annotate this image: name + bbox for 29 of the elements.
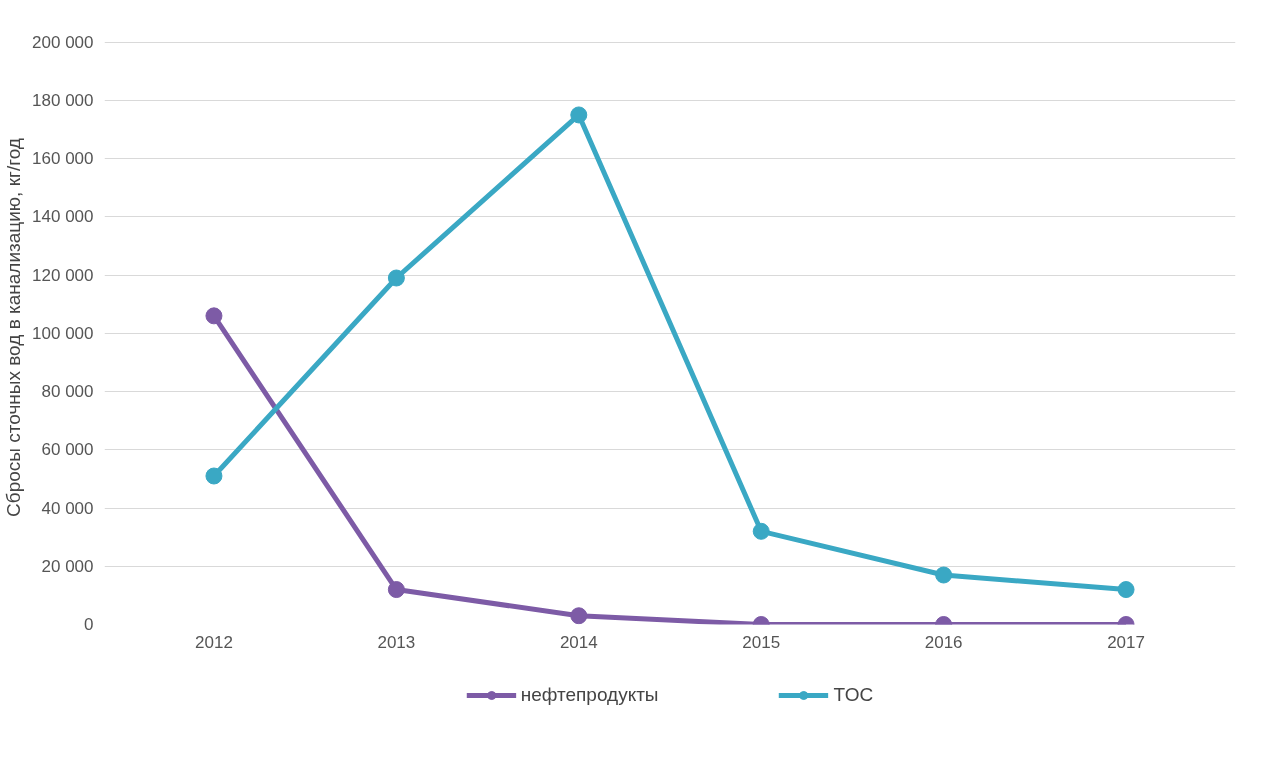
- y-tick-label: 200 000: [32, 32, 94, 52]
- point: [570, 106, 588, 124]
- x-tick-label: 2013: [377, 632, 416, 652]
- point: [387, 269, 405, 287]
- y-tick-label: 100 000: [32, 323, 94, 343]
- point: [935, 566, 953, 584]
- y-tick-label: 20 000: [41, 556, 94, 576]
- y-tick-label: 140 000: [32, 207, 94, 227]
- x-tick-label: 2016: [924, 632, 963, 652]
- x-tick-label: 2012: [195, 632, 233, 652]
- y-tick-label: 180 000: [32, 90, 94, 110]
- legend-label: нефтепродукты: [520, 684, 659, 706]
- point: [752, 522, 770, 540]
- x-tick-label: 2017: [1107, 632, 1145, 652]
- point: [570, 607, 588, 625]
- y-tick-label: 0: [84, 615, 94, 634]
- y-axis-title: Сбросы сточных вод в канализацию, кг/год: [3, 138, 25, 517]
- legend-label: TOC: [833, 684, 874, 706]
- point: [387, 581, 405, 599]
- x-tick-label: 2014: [559, 632, 598, 652]
- point: [205, 307, 223, 325]
- y-tick-label: 40 000: [41, 498, 94, 518]
- y-tick-label: 80 000: [41, 382, 94, 402]
- y-tick-label: 120 000: [32, 265, 94, 285]
- x-tick-label: 2015: [742, 632, 781, 652]
- point: [205, 467, 223, 485]
- point: [1117, 581, 1135, 599]
- y-tick-label: 60 000: [41, 440, 94, 460]
- y-tick-label: 160 000: [32, 149, 94, 169]
